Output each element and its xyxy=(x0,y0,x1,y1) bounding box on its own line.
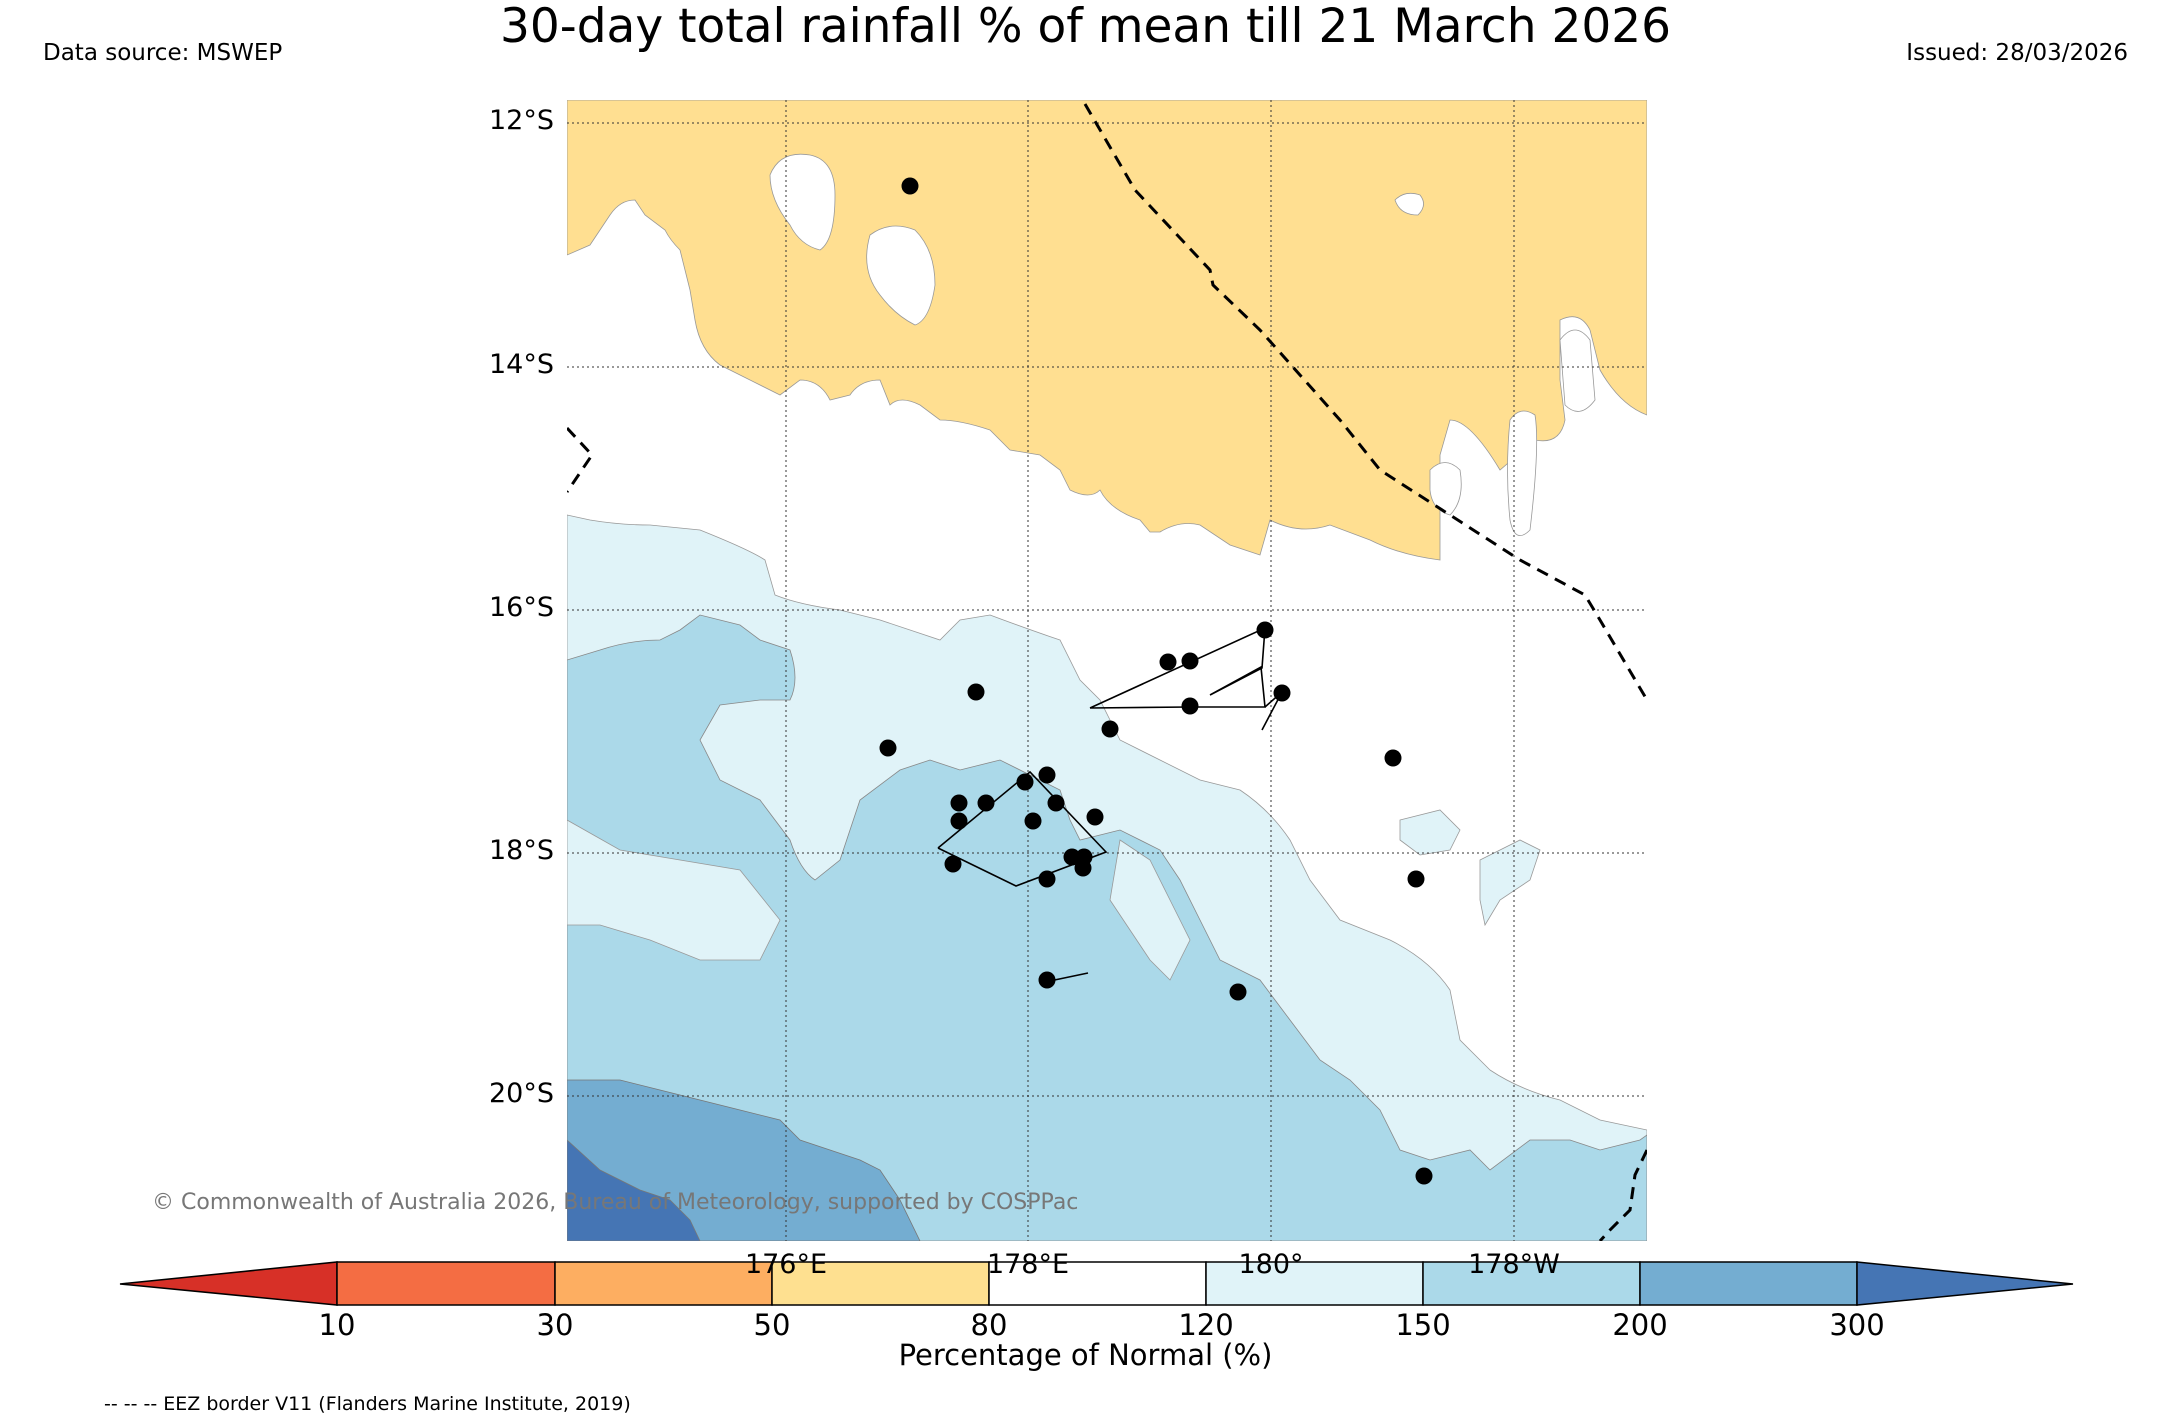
colorbar-tick-label: 80 xyxy=(970,1308,1008,1342)
station-dot xyxy=(901,177,919,195)
station-dot xyxy=(977,794,995,812)
lat-label: 16°S xyxy=(489,592,554,623)
above-normal-east-patch-2 xyxy=(1479,839,1541,927)
colorbar-tick-label: 50 xyxy=(753,1308,791,1342)
graticule xyxy=(567,100,1647,1241)
above-normal-inner-patch-2 xyxy=(1109,839,1191,981)
lat-label: 20°S xyxy=(489,1078,554,1109)
station-dot xyxy=(1256,621,1274,639)
normal-patch xyxy=(769,153,836,251)
colorbar-tick-label: 200 xyxy=(1612,1308,1668,1342)
below-normal-region xyxy=(567,100,1647,561)
station-dot xyxy=(1024,812,1042,830)
colorbar-segment xyxy=(1422,1261,1641,1306)
colorbar-title: Percentage of Normal (%) xyxy=(898,1338,1273,1372)
above-300-region xyxy=(567,1139,701,1241)
lat-label: 18°S xyxy=(489,835,554,866)
station-dot xyxy=(950,812,968,830)
station-dot xyxy=(1038,870,1056,888)
station-dot xyxy=(967,683,985,701)
colorbar-segment xyxy=(1639,1261,1858,1306)
data-source-label: Data source: MSWEP xyxy=(43,40,283,66)
above-150-region xyxy=(567,614,1647,1241)
station-dot xyxy=(1101,720,1119,738)
station-dot xyxy=(1063,848,1081,866)
colorbar-tick-label: 120 xyxy=(1178,1308,1234,1342)
station-dot xyxy=(1273,684,1291,702)
station-dot xyxy=(1384,749,1402,767)
colorbar xyxy=(119,1261,2074,1306)
lat-label: 12°S xyxy=(489,105,554,136)
station-dot xyxy=(1016,773,1034,791)
eez-border xyxy=(567,103,1647,1241)
colorbar-segment xyxy=(988,1261,1207,1306)
station-dot xyxy=(1407,870,1425,888)
station-dot xyxy=(950,794,968,812)
above-normal-east-patch xyxy=(1399,809,1461,856)
lon-label: 180° xyxy=(1238,1249,1304,1280)
colorbar-low-extension xyxy=(119,1261,338,1306)
copyright-notice: © Commonwealth of Australia 2026, Bureau… xyxy=(152,1190,1079,1215)
map-area xyxy=(567,100,1647,1241)
station-dot xyxy=(1038,971,1056,989)
station-dot xyxy=(1415,1167,1433,1185)
lon-label: 178°W xyxy=(1468,1249,1560,1280)
colorbar-segment xyxy=(554,1261,773,1306)
colorbar-high-extension xyxy=(1856,1261,2074,1306)
colorbar-tick-label: 300 xyxy=(1829,1308,1885,1342)
station-dots xyxy=(879,177,1433,1185)
normal-patch xyxy=(1507,410,1538,537)
station-dot xyxy=(944,855,962,873)
station-dot xyxy=(1047,794,1065,812)
lat-label: 14°S xyxy=(489,349,554,380)
colorbar-segment xyxy=(771,1261,990,1306)
station-dot xyxy=(1181,652,1199,670)
normal-patch xyxy=(1394,192,1424,216)
normal-patch xyxy=(1559,329,1596,412)
colorbar-segment xyxy=(336,1261,556,1306)
normal-patch xyxy=(866,225,936,326)
colorbar-tick-label: 150 xyxy=(1395,1308,1451,1342)
station-dot xyxy=(879,739,897,757)
station-dot xyxy=(1074,859,1092,877)
station-dot xyxy=(1159,653,1177,671)
lon-label: 178°E xyxy=(986,1249,1070,1280)
colorbar-tick-label: 30 xyxy=(536,1308,574,1342)
eez-legend-note: -- -- -- EEZ border V11 (Flanders Marine… xyxy=(104,1393,631,1415)
station-dot xyxy=(1086,808,1104,826)
normal-patch xyxy=(1429,462,1462,516)
lon-label: 176°E xyxy=(744,1249,828,1280)
issued-date-label: Issued: 28/03/2026 xyxy=(1906,40,2128,66)
station-dot xyxy=(1229,983,1247,1001)
map-title: 30-day total rainfall % of mean till 21 … xyxy=(499,0,1672,54)
colorbar-tick-label: 10 xyxy=(318,1308,356,1342)
above-normal-inner-patch xyxy=(567,819,781,961)
station-dot xyxy=(1038,766,1056,784)
station-dot xyxy=(1181,697,1199,715)
